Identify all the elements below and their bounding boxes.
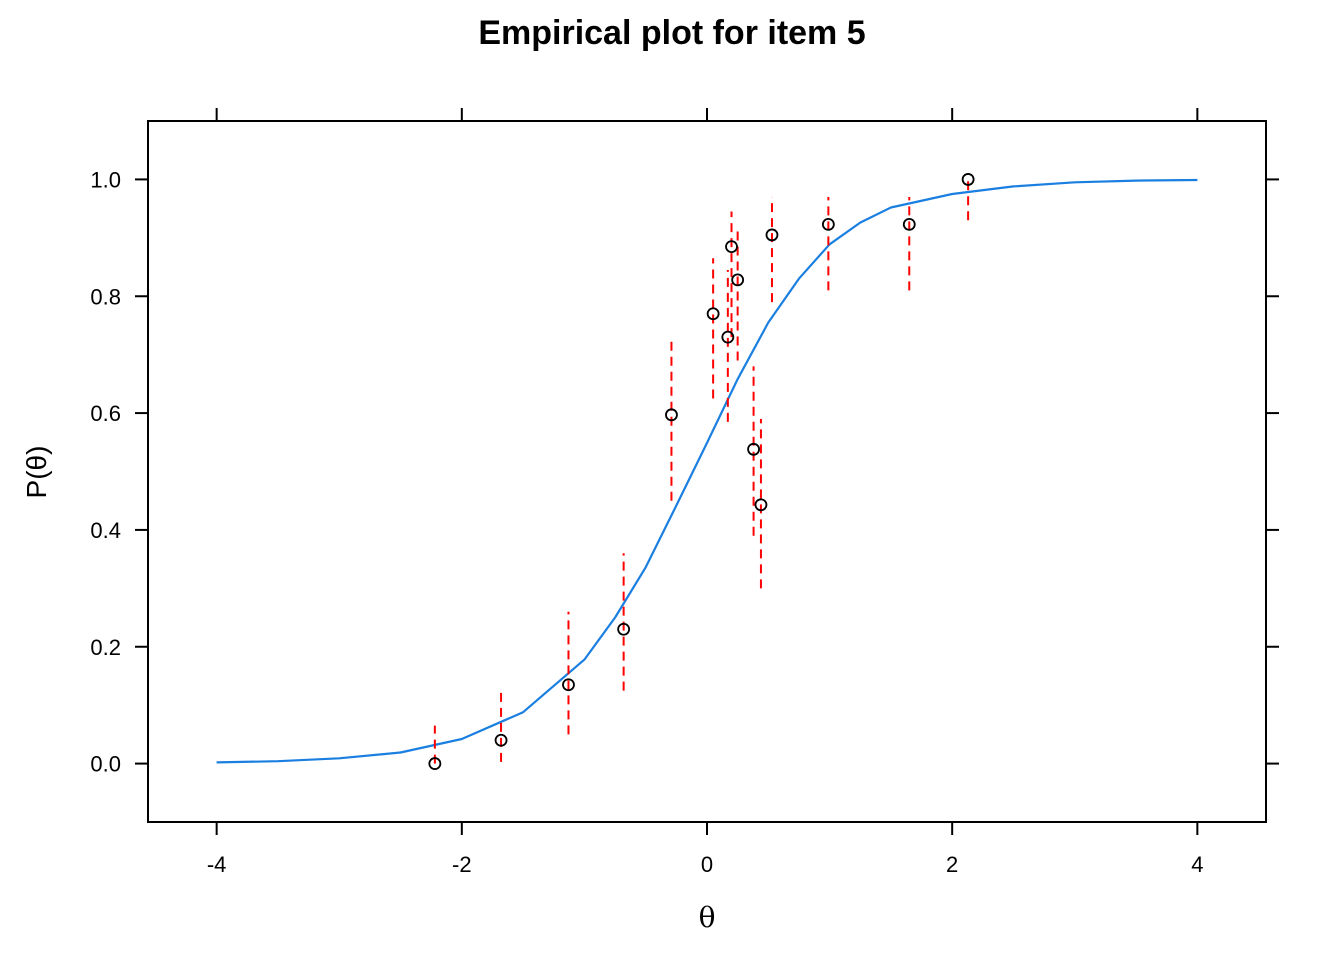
data-point — [731, 273, 745, 287]
x-axis-label: θ — [699, 901, 716, 934]
data-point — [721, 330, 735, 344]
y-tick-label: 0.6 — [90, 401, 121, 426]
data-point — [902, 217, 916, 231]
x-tick-label: -2 — [452, 852, 472, 877]
x-tick-label: 4 — [1191, 852, 1203, 877]
y-tick-label: 1.0 — [90, 167, 121, 192]
x-tick-label: 2 — [946, 852, 958, 877]
y-tick-label: 0.2 — [90, 635, 121, 660]
y-axis: 0.0 0.2 0.4 0.6 0.8 1.0 — [90, 167, 1279, 777]
y-tick-label: 0.8 — [90, 284, 121, 309]
curve-layer — [216, 178, 1198, 764]
plot-area — [147, 120, 1267, 823]
data-point — [747, 442, 760, 456]
data-point — [494, 733, 508, 747]
data-point — [725, 240, 738, 253]
data-point — [428, 757, 442, 770]
y-tick-label: 0.0 — [90, 752, 121, 777]
data-point — [706, 307, 720, 321]
chart-title: Empirical plot for item 5 — [478, 14, 865, 52]
y-tick-label: 0.4 — [90, 518, 121, 543]
error-bar-layer — [433, 179, 970, 764]
x-tick-label: -4 — [207, 852, 227, 877]
x-tick-label: 0 — [701, 852, 713, 877]
data-point — [617, 622, 631, 636]
data-point — [562, 678, 575, 692]
plot-border — [147, 120, 1267, 823]
data-point — [961, 173, 975, 186]
point-layer — [428, 173, 975, 770]
data-point — [821, 217, 835, 231]
icc-curve — [216, 178, 1198, 764]
y-axis-label: P(θ) — [21, 446, 52, 499]
data-point — [765, 228, 779, 242]
data-point — [754, 498, 768, 512]
x-axis: -4 -2 0 2 4 — [207, 108, 1203, 877]
data-point — [665, 408, 678, 422]
